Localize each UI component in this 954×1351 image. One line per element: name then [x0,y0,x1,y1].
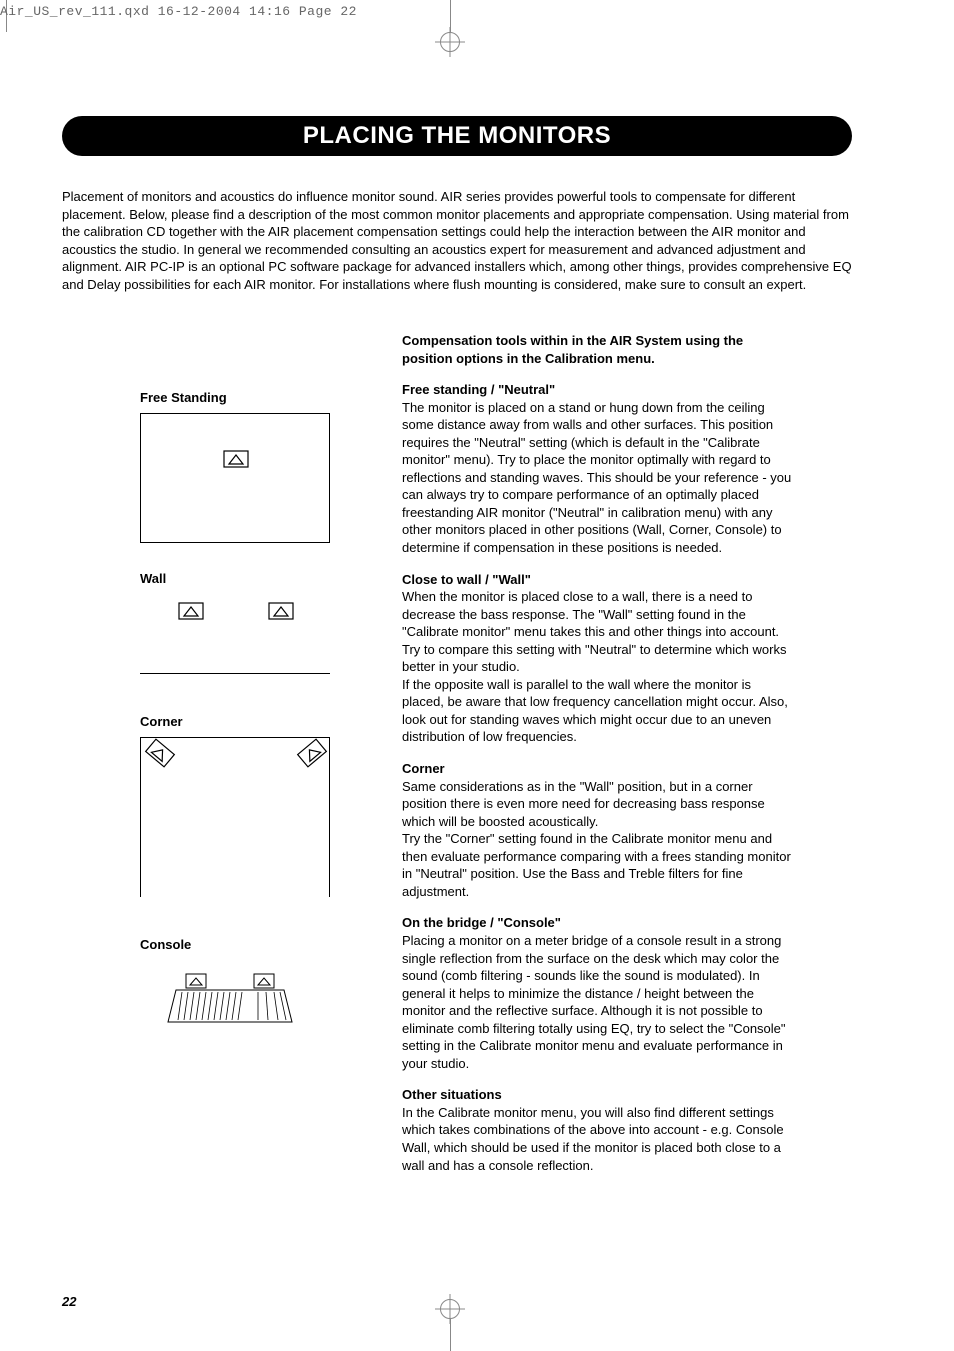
section-body: Placing a monitor on a meter bridge of a… [402,932,792,1072]
comp-heading: Compensation tools within in the AIR Sys… [402,332,792,367]
diagram-label: Wall [62,571,362,586]
speaker-icon [178,602,204,620]
diagram-corner: Corner [62,714,362,897]
diagram-label: Free Standing [62,390,362,405]
diagram-free-standing: Free Standing [62,390,362,543]
speaker-icon [296,738,327,769]
section-body: Same considerations as in the "Wall" pos… [402,778,792,901]
diagrams-column: Free Standing Wall [62,332,362,1188]
prepress-slug: Air_US_rev_111.qxd 16-12-2004 14:16 Page… [0,4,357,19]
page-number: 22 [62,1294,76,1309]
crop-mark-bottom [440,1299,460,1351]
text-column: Compensation tools within in the AIR Sys… [402,332,792,1188]
diagram-label: Corner [62,714,362,729]
section-body: If the opposite wall is parallel to the … [402,676,792,746]
section-body: The monitor is placed on a stand or hung… [402,399,792,557]
crop-mark-top [440,0,460,52]
section-heading: On the bridge / "Console" [402,915,561,930]
diagram-wall: Wall [62,571,362,674]
diagram-box [140,960,330,1130]
page-title: PLACING THE MONITORS [303,122,611,150]
diagram-box [140,737,330,897]
section-body: When the monitor is placed close to a wa… [402,588,792,676]
section-heading: Free standing / "Neutral" [402,382,555,397]
intro-paragraph: Placement of monitors and acoustics do i… [62,188,852,293]
speaker-icon [223,450,249,468]
section-heading: Corner [402,761,445,776]
diagram-console: Console [62,937,362,1130]
section-heading: Other situations [402,1087,502,1102]
console-icon [158,970,308,1120]
section-body: In the Calibrate monitor menu, you will … [402,1104,792,1174]
diagram-box [140,594,330,674]
page-title-bar: PLACING THE MONITORS [62,116,852,156]
diagram-box [140,413,330,543]
speaker-icon [144,738,175,769]
section-heading: Close to wall / "Wall" [402,572,531,587]
speaker-icon [268,602,294,620]
diagram-label: Console [62,937,362,952]
content-columns: Free Standing Wall [62,332,852,1188]
